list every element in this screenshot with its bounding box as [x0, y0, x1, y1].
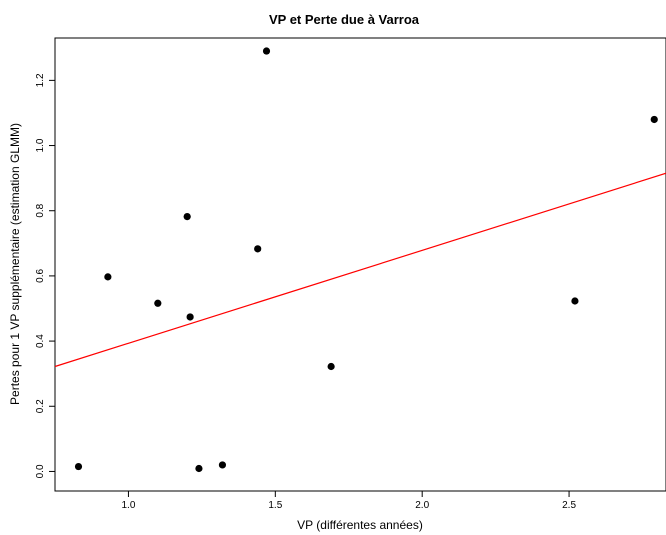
chart-title: VP et Perte due à Varroa — [269, 12, 420, 27]
data-point — [218, 461, 227, 469]
plot-area-frame — [54, 37, 666, 492]
y-tick-label: 0.6 — [35, 269, 46, 283]
regression-line — [54, 172, 666, 368]
y-tick-label: 0.4 — [35, 334, 46, 348]
data-point — [154, 299, 162, 307]
x-axis-label: VP (différentes années) — [297, 518, 423, 532]
y-tick-label: 1.2 — [35, 73, 46, 87]
regression-line-group — [54, 172, 666, 368]
x-axis: 1.0 1.5 2.0 2.5 — [121, 491, 576, 511]
data-point — [104, 273, 112, 281]
data-point — [254, 245, 262, 253]
data-point — [183, 212, 191, 221]
data-point — [327, 362, 335, 371]
points-group — [74, 47, 658, 473]
x-tick-label: 1.0 — [121, 500, 135, 511]
data-point — [74, 462, 83, 471]
data-point — [262, 47, 271, 55]
y-tick-label: 1.0 — [35, 138, 46, 152]
y-axis: 0.0 0.2 0.4 0.6 0.8 1.0 1.2 — [35, 73, 55, 478]
x-tick-label: 1.5 — [268, 500, 282, 511]
data-point — [571, 297, 579, 305]
y-axis-label: Pertes pour 1 VP supplémentaire (estimat… — [8, 123, 22, 405]
data-point — [186, 313, 194, 321]
x-tick-label: 2.5 — [562, 500, 576, 511]
x-tick-label: 2.0 — [415, 500, 429, 511]
y-tick-label: 0.8 — [35, 203, 46, 217]
y-tick-label: 0.2 — [35, 399, 46, 413]
y-tick-label: 0.0 — [35, 464, 46, 478]
data-point — [650, 115, 658, 124]
data-point — [195, 464, 203, 473]
